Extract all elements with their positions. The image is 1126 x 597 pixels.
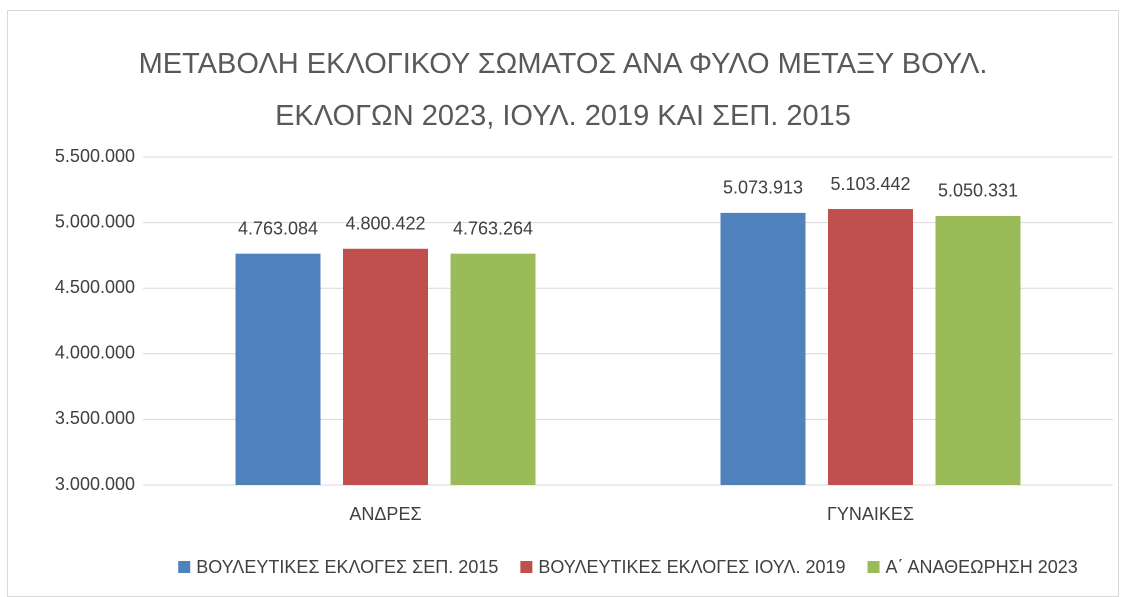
legend-swatch <box>867 561 880 573</box>
y-tick-label: 5.000.000 <box>55 211 135 231</box>
bar <box>450 253 536 485</box>
data-label: 5.073.913 <box>723 178 803 198</box>
x-tick-label: ΑΝΔΡΕΣ <box>349 504 421 524</box>
legend-swatch <box>178 561 191 573</box>
bar <box>343 248 428 485</box>
y-tick-label: 3.500.000 <box>55 408 135 428</box>
y-tick-label: 4.500.000 <box>55 277 135 297</box>
bar <box>828 209 913 485</box>
data-label: 5.103.442 <box>830 174 910 194</box>
bar <box>935 215 1021 485</box>
y-tick-label: 3.000.000 <box>55 474 135 494</box>
data-label: 4.800.422 <box>345 214 425 234</box>
data-label: 4.763.264 <box>453 218 533 238</box>
bar <box>235 253 321 485</box>
data-label: 4.763.084 <box>238 218 318 238</box>
legend-swatch <box>520 561 533 573</box>
bar <box>720 212 806 485</box>
x-tick-label: ΓΥΝΑΙΚΕΣ <box>827 504 914 524</box>
legend-label: Α΄ ΑΝΑΘΕΩΡΗΣΗ 2023 <box>886 557 1078 577</box>
y-tick-label: 5.500.000 <box>55 146 135 166</box>
y-tick-label: 4.000.000 <box>55 343 135 363</box>
chart-title: ΜΕΤΑΒΟΛΗ ΕΚΛΟΓΙΚΟΥ ΣΩΜΑΤΟΣ ΑΝΑ ΦΥΛΟ ΜΕΤΑ… <box>138 48 988 132</box>
data-label: 5.050.331 <box>938 181 1018 201</box>
legend-label: ΒΟΥΛΕΥΤΙΚΕΣ ΕΚΛΟΓΕΣ ΙΟΥΛ. 2019 <box>538 557 845 577</box>
legend-label: ΒΟΥΛΕΥΤΙΚΕΣ ΕΚΛΟΓΕΣ ΣΕΠ. 2015 <box>196 557 498 577</box>
